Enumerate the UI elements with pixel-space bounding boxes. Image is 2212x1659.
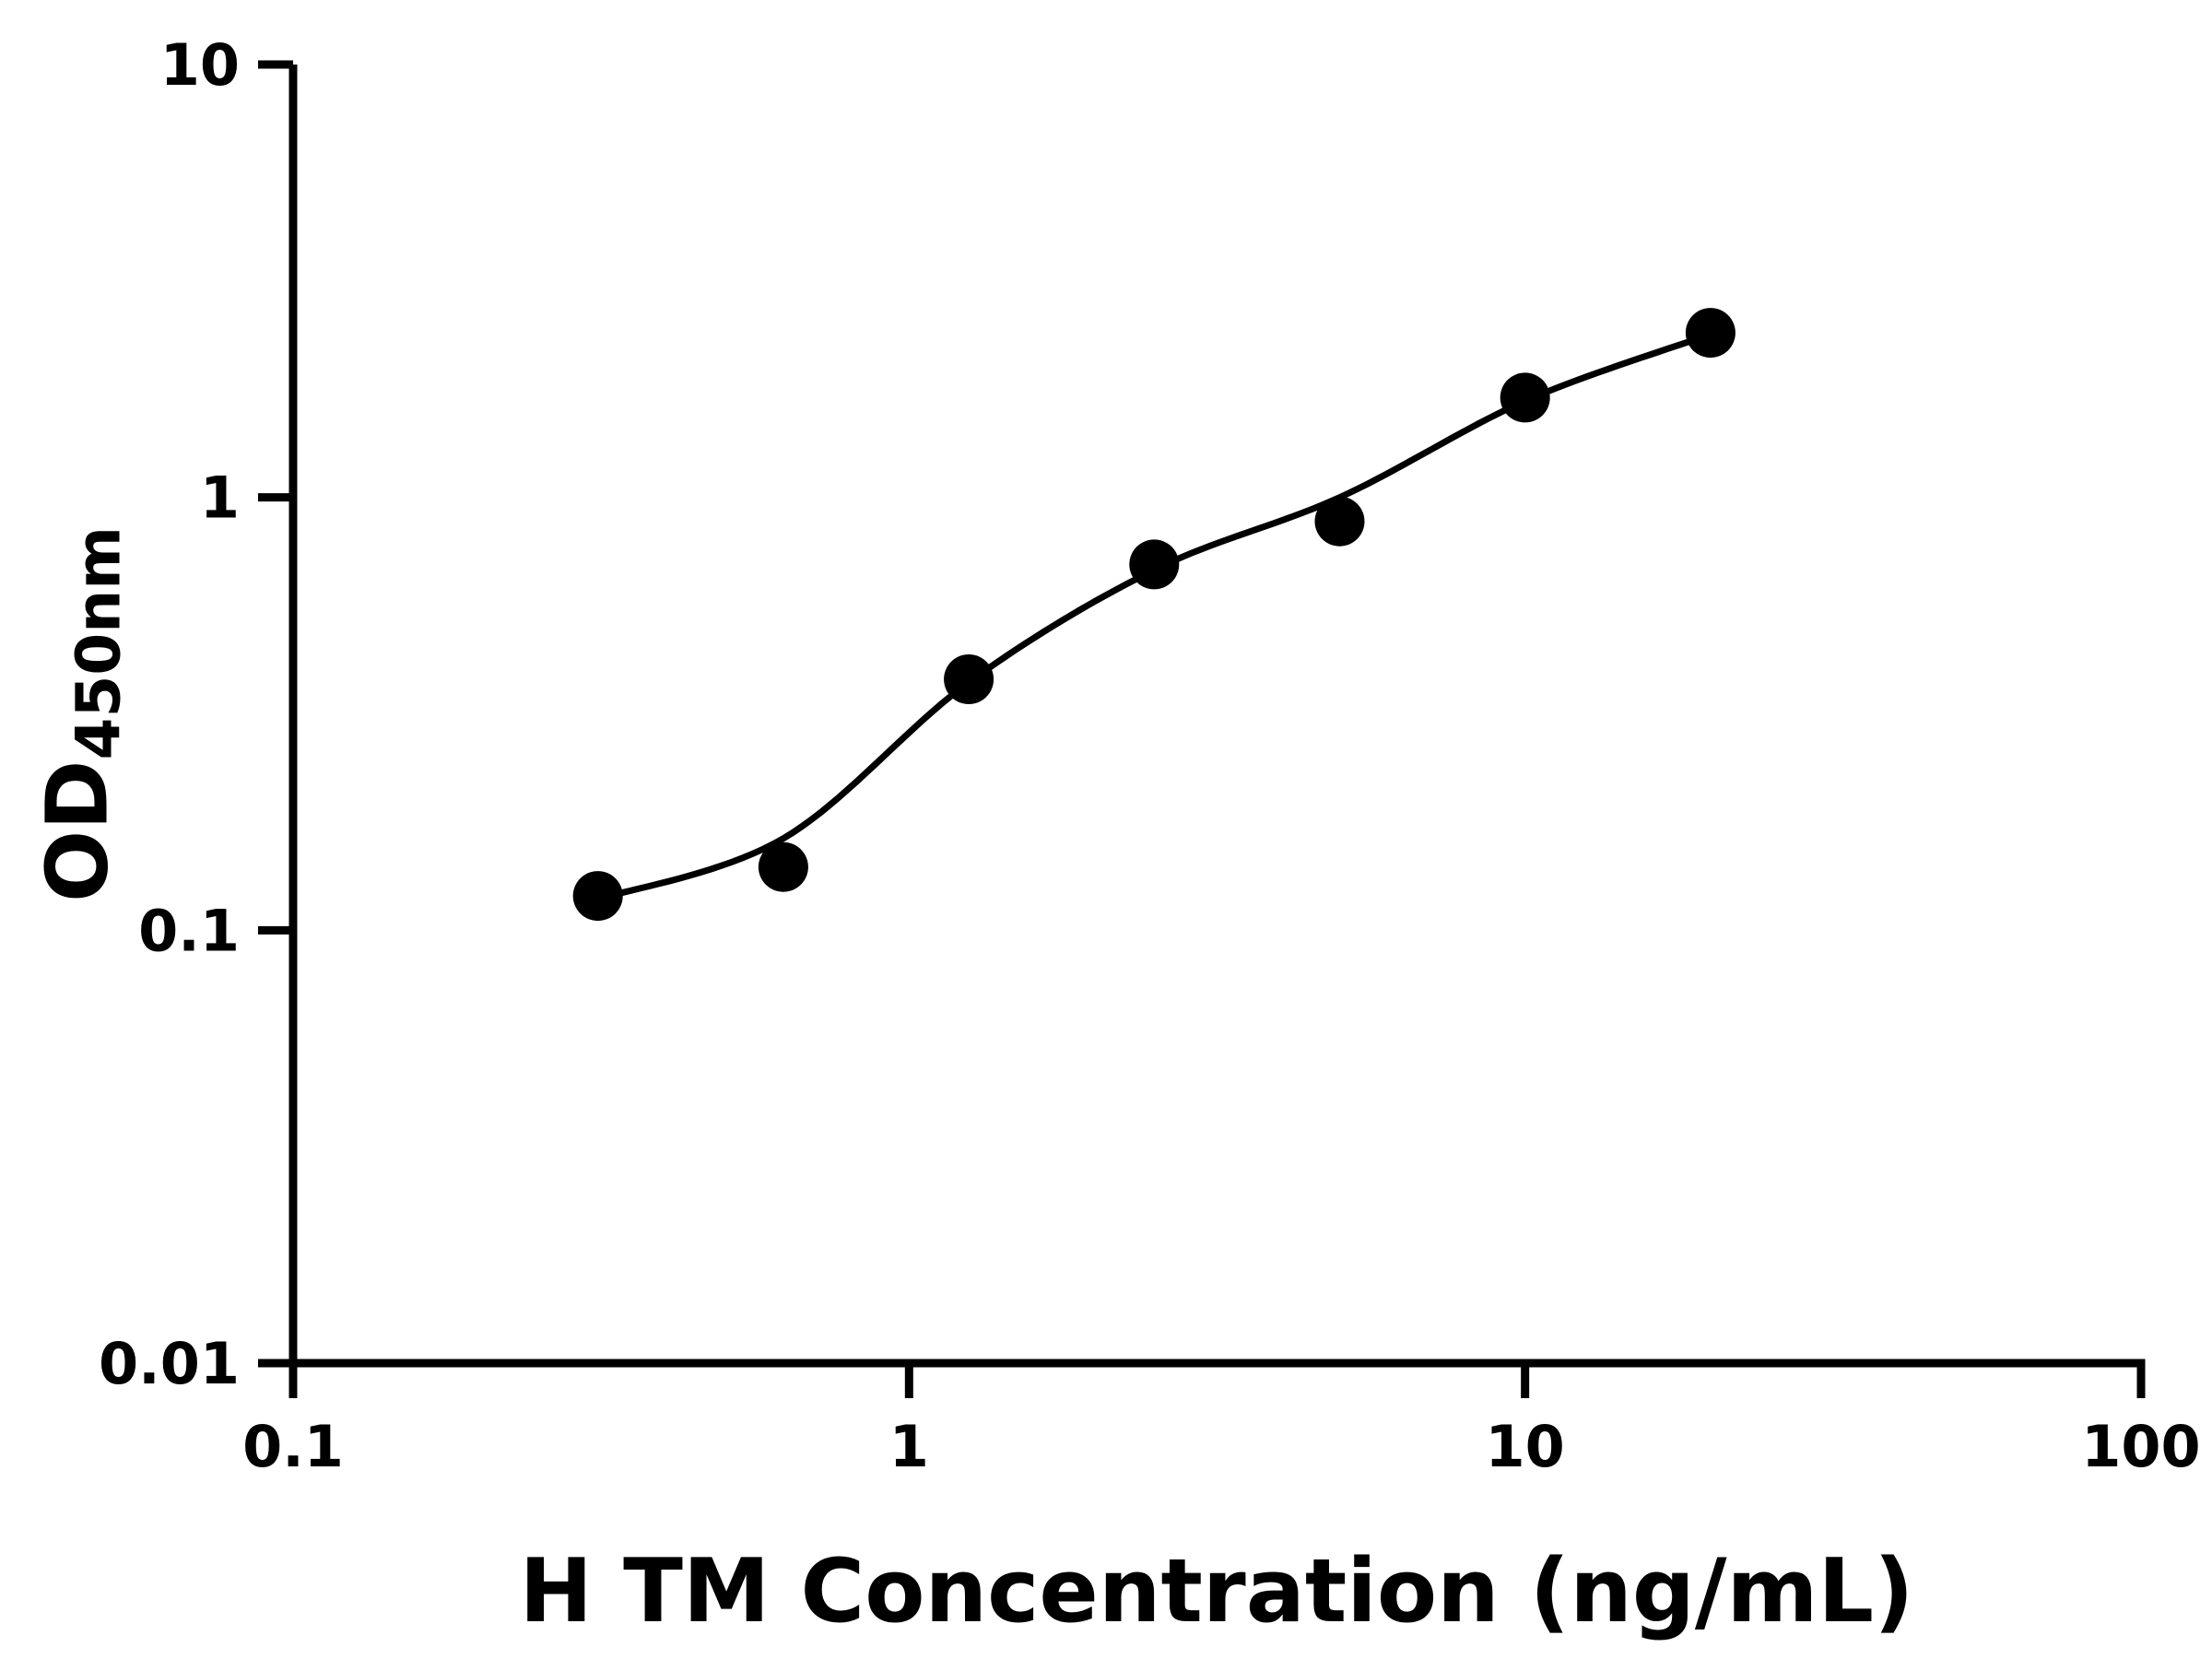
y-axis-title-main: OD	[28, 759, 127, 903]
x-axis-title: H TM Concentration (ng/mL)	[519, 1541, 1914, 1642]
y-axis-title-subscript: 450nm	[63, 525, 135, 760]
x-tick-label: 0.1	[242, 1413, 344, 1480]
data-point	[1500, 372, 1550, 423]
y-tick-label: 10	[160, 31, 240, 99]
fit-curve	[594, 331, 1714, 903]
y-tick-label: 0.01	[99, 1330, 240, 1397]
data-point	[758, 841, 808, 892]
data-point	[1129, 539, 1180, 590]
data-point	[1314, 496, 1365, 547]
y-tick-label: 1	[200, 465, 240, 532]
x-tick-label: 100	[2081, 1413, 2200, 1480]
y-tick-label: 0.1	[138, 897, 240, 964]
y-axis-title: OD450nm	[29, 526, 135, 902]
data-point	[572, 871, 623, 922]
data-point	[944, 654, 994, 704]
data-point	[1685, 308, 1735, 359]
x-tick-label: 10	[1486, 1413, 1565, 1480]
x-tick-label: 1	[889, 1413, 929, 1480]
